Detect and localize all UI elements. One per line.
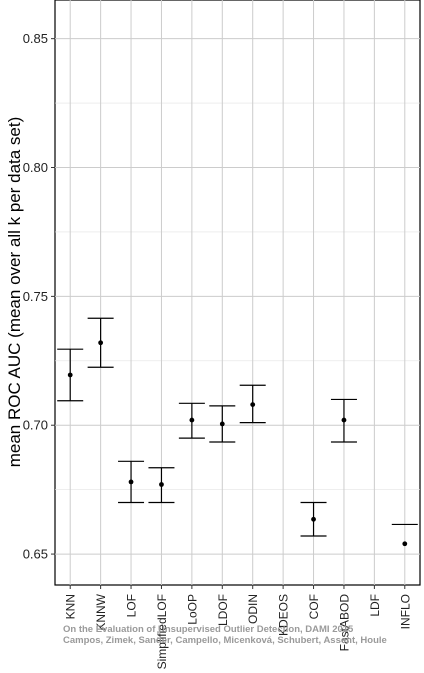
data-marks xyxy=(57,317,418,547)
x-tick-label: LDOF xyxy=(216,594,230,626)
y-tick-label: 0.80 xyxy=(23,160,48,175)
y-tick-label: 0.70 xyxy=(23,418,48,433)
plot-panel xyxy=(54,0,421,586)
x-axis: KNN KNNW LOF SimplifiedLOF LoOP LDOF ODIN KDEOS… xyxy=(64,585,412,669)
x-tick-label: KDEOS xyxy=(277,594,291,636)
mean-point xyxy=(67,372,73,378)
mean-point xyxy=(341,417,347,423)
watermark: On the Evaluation of Unsupervised Outlie… xyxy=(63,624,387,646)
watermark-line: On the Evaluation of Unsupervised Outlie… xyxy=(63,624,354,635)
mean-point xyxy=(402,541,408,547)
mean-point xyxy=(128,479,134,485)
y-tick-label: 0.75 xyxy=(23,289,48,304)
y-tick-label: 0.85 xyxy=(23,31,48,46)
y-tick-label: 0.65 xyxy=(23,547,48,562)
watermark-line: Campos, Zimek, Sander, Campello, Micenko… xyxy=(63,635,387,646)
x-tick-label: SimplifiedLOF xyxy=(155,594,169,669)
y-axis-label: mean ROC AUC (mean over all k per data s… xyxy=(5,117,24,468)
x-tick-label: KNN xyxy=(64,594,78,619)
x-tick-label: FastABOD xyxy=(337,594,351,652)
x-tick-label: KNNW xyxy=(94,593,108,630)
mean-point xyxy=(98,340,104,346)
x-tick-label: COF xyxy=(307,594,321,619)
mean-point xyxy=(219,421,225,427)
y-axis: 0.65 0.70 0.75 0.80 0.85 xyxy=(23,31,55,562)
x-tick-label: ODIN xyxy=(246,594,260,624)
mean-point xyxy=(159,482,164,487)
x-tick-label: LOF xyxy=(125,594,139,617)
x-tick-label: INFLO xyxy=(398,594,412,629)
mean-point xyxy=(189,417,195,423)
mean-point xyxy=(311,516,316,522)
mean-point xyxy=(250,402,256,408)
x-tick-label: LDF xyxy=(368,594,382,617)
x-tick-label: LoOP xyxy=(185,594,199,625)
